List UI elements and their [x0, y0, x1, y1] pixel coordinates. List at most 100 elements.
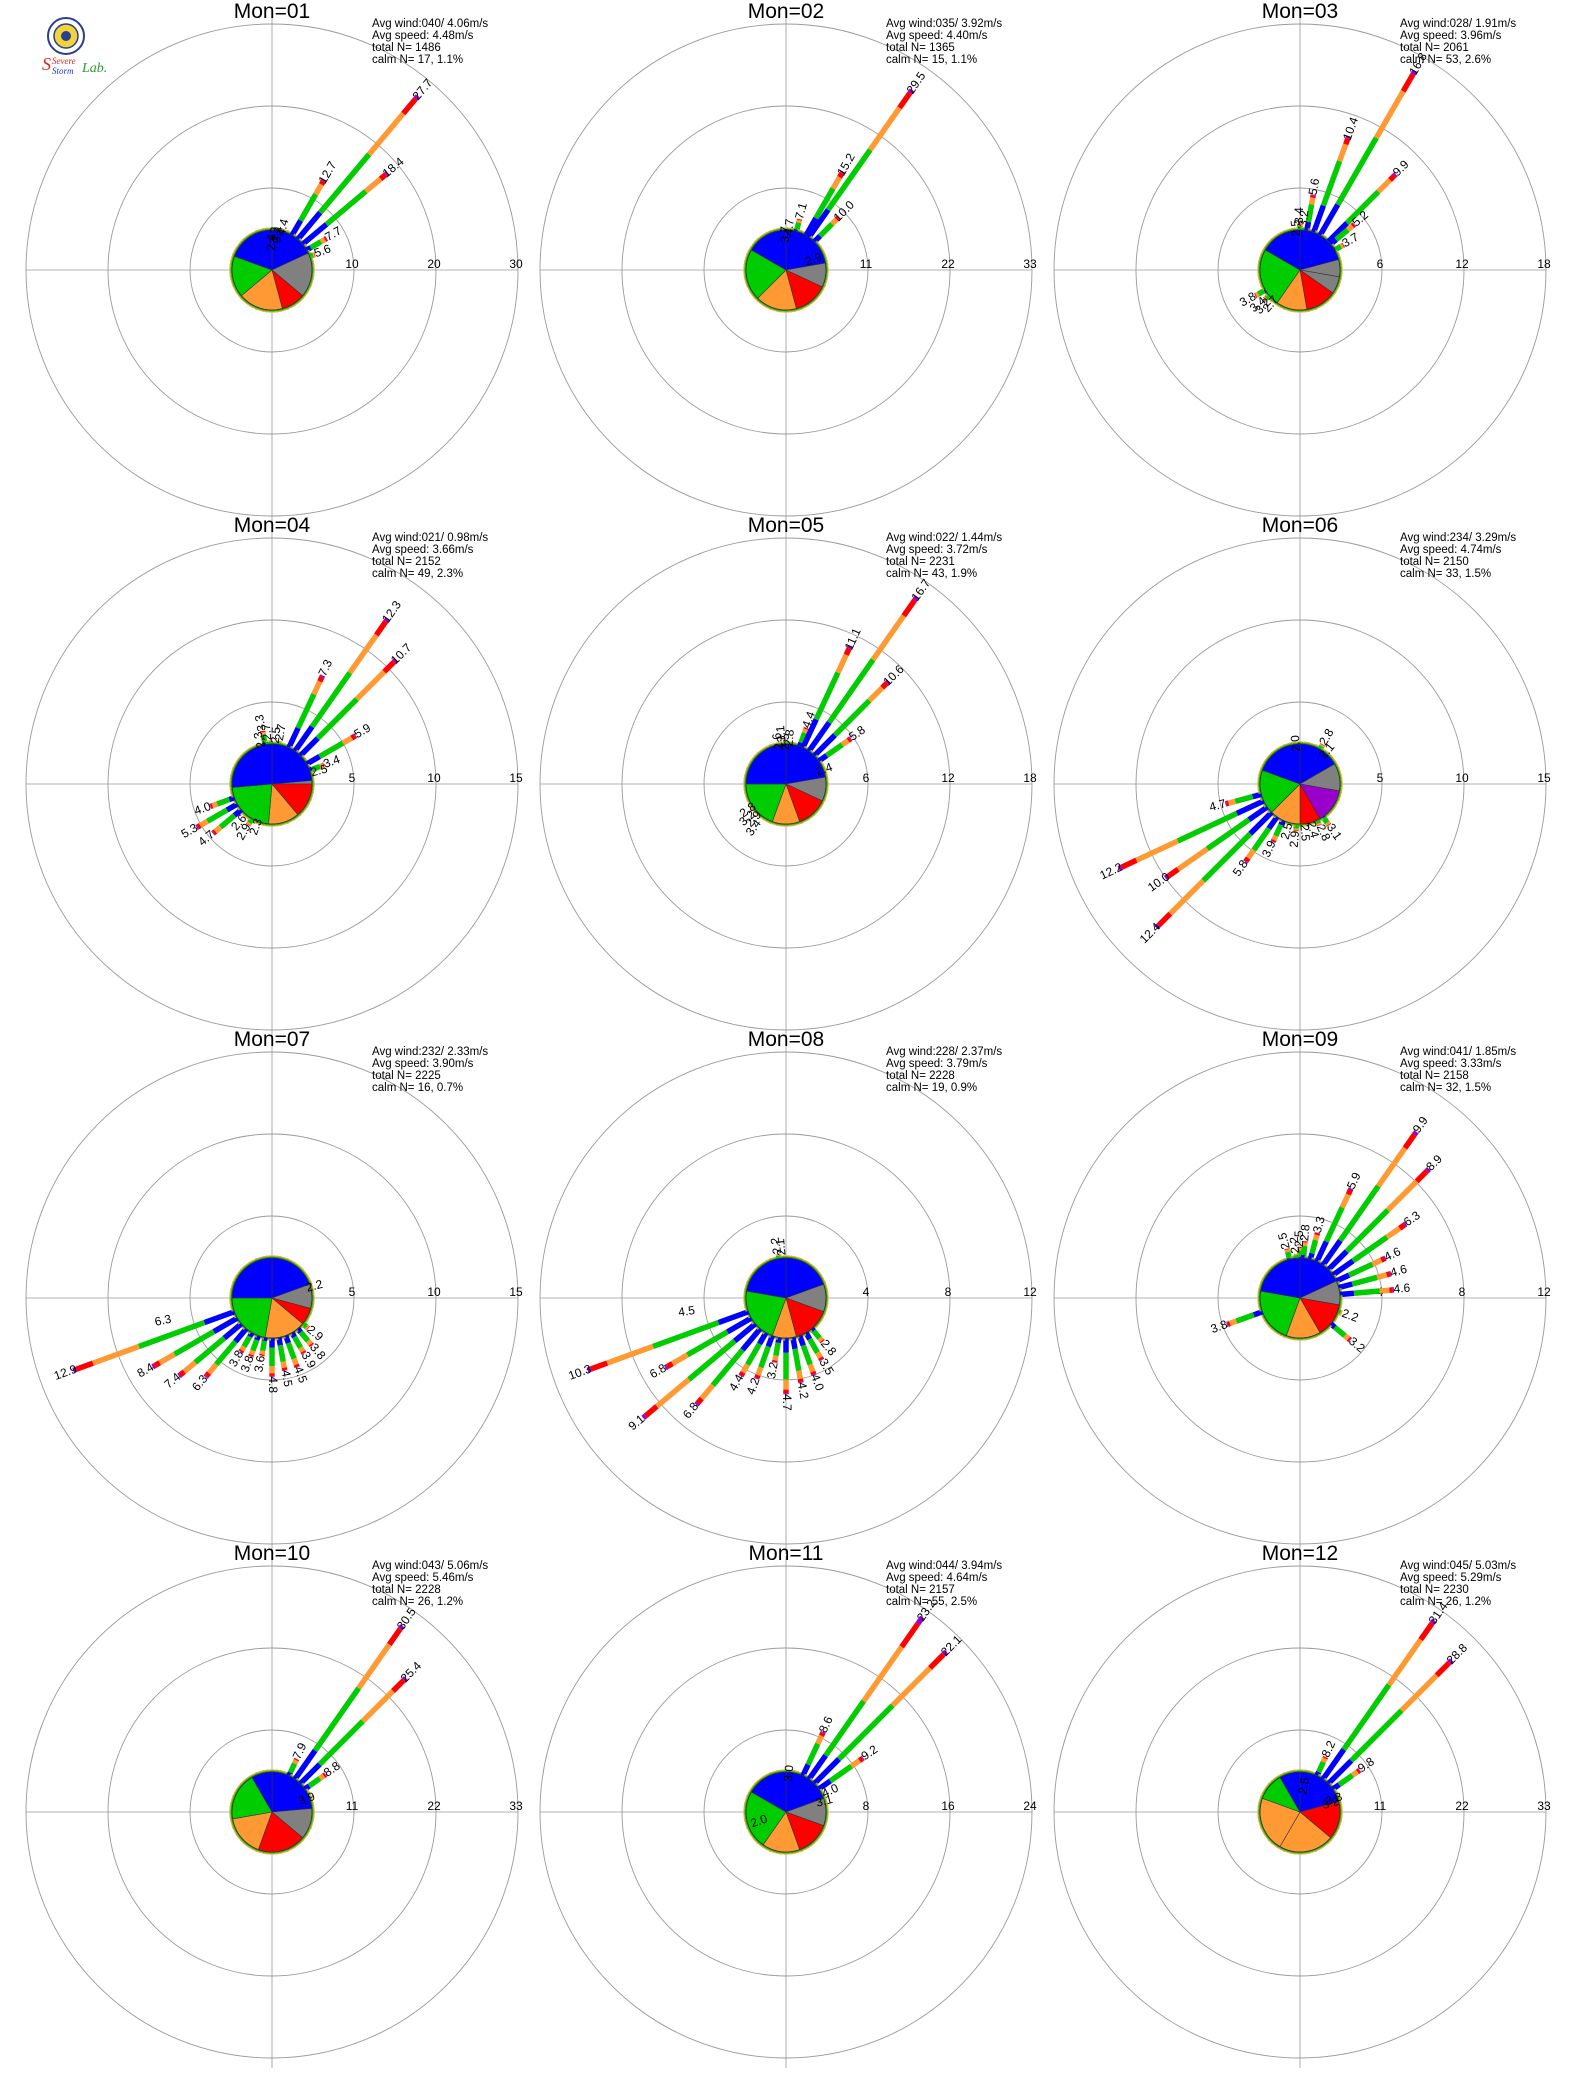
range-ring: [189, 701, 355, 867]
ring-label: 11: [1374, 1799, 1387, 1813]
rose-bar-seg-2: [1376, 177, 1393, 194]
rose-bar-seg-11: [1334, 1788, 1339, 1794]
rose-bar-seg-10: [813, 1839, 819, 1845]
rose-bar-seg-4: [848, 736, 853, 742]
rose-bar-seg-11: [1324, 1842, 1330, 1847]
rose-bar-seg-7: [807, 1337, 820, 1354]
rose-bar-seg-7: [810, 1370, 817, 1376]
rose-bar-seg-7: [796, 1370, 804, 1380]
bar-value-label: 2.8: [781, 729, 796, 747]
rose-bar-seg-6: [304, 1319, 309, 1325]
rose-bar-seg-5: [1319, 743, 1325, 748]
rose-bar-seg-0: [242, 300, 248, 305]
rose-bar-seg-6: [248, 1349, 256, 1356]
bar-value-label: 4.7: [780, 1394, 794, 1411]
rose-bar-seg-5: [1176, 846, 1209, 872]
rose-bar-seg-6: [251, 1334, 257, 1338]
rose-bar-seg-1: [820, 246, 825, 252]
rose-bar-seg-8: [1318, 1238, 1343, 1270]
rose-bar-seg-11: [1322, 1755, 1329, 1760]
rose-bar-seg-1: [867, 106, 902, 152]
rose-bar-seg-5: [1315, 744, 1321, 748]
rose-bar-seg-2: [1270, 235, 1276, 240]
rose-bar-seg-8: [1412, 1130, 1419, 1137]
bar-value-label: 4.5: [677, 1303, 696, 1319]
rose-bar-seg-9: [356, 1642, 392, 1690]
bar-value-label: 2.4: [1304, 820, 1322, 840]
severe-storm-lab-logo: S Severe Storm Lab.: [42, 17, 107, 76]
range-ring: [189, 1729, 355, 1895]
ring-label: 18: [1537, 257, 1551, 271]
rose-bar-seg-2: [1263, 243, 1268, 249]
bar-value-label: 2.5: [1288, 219, 1303, 237]
rose-bar-seg-8: [1379, 1287, 1390, 1294]
rose-bar-seg-4: [798, 731, 808, 744]
rose-bar-seg-0: [384, 170, 390, 177]
range-ring: [107, 105, 437, 435]
range-ring: [539, 1051, 1033, 1545]
rose-bar-seg-10: [820, 1730, 826, 1735]
rose-bar-seg-4: [759, 816, 765, 821]
rose-bar-seg-0: [306, 288, 311, 294]
rose-bar-seg-2: [1273, 302, 1279, 307]
rose-bar-seg-4: [835, 653, 849, 674]
rose-bar-seg-3: [251, 820, 257, 824]
wind-rose-Mon=03: 6 12 1816.810.49.95.65.23.73.43.22.53.83.4…: [1053, 0, 1551, 526]
chart-title: Mon=05: [748, 514, 824, 537]
rose-bar-seg-2: [1334, 227, 1350, 242]
rose-bar-seg-11: [1263, 1785, 1268, 1791]
bar-value-label: 10.3: [566, 1362, 593, 1383]
pie-outline: [745, 1257, 827, 1339]
rose-bar-seg-6: [182, 1360, 197, 1374]
rose-bar-seg-7: [765, 1334, 771, 1338]
rose-bar-seg-3: [295, 693, 317, 730]
rose-bar-seg-8: [1260, 1277, 1264, 1283]
rose-bar-seg-1: [747, 288, 752, 294]
rose-bar-seg-6: [242, 1263, 248, 1268]
rose-bar-seg-6: [305, 1339, 313, 1346]
rose-bar-seg-6: [235, 1319, 240, 1325]
rose-bar-seg-10: [815, 1734, 824, 1745]
chart-title: Mon=06: [1262, 514, 1338, 537]
stat-avg-speed: Avg speed: 4.40m/s: [886, 30, 988, 42]
rose-bar-seg-11: [1273, 1844, 1279, 1849]
rose-bar-seg-11: [1327, 1839, 1333, 1845]
rose-bar-seg-9: [307, 1776, 322, 1789]
rose-bar-seg-8: [1339, 1310, 1343, 1316]
rose-bar-seg-1: [751, 294, 756, 300]
range-ring: [25, 537, 519, 1031]
rose-bar-seg-3: [319, 674, 326, 679]
stat-total-n: total N= 2157: [886, 1584, 955, 1596]
rose-bar-seg-5: [1135, 838, 1179, 863]
rose-bar-seg-11: [1276, 1773, 1282, 1778]
rose-bar-seg-5: [1267, 751, 1273, 757]
rose-bar-seg-1: [759, 302, 765, 307]
rose-bar-seg-3: [315, 697, 359, 741]
rose-bar-seg-5: [1276, 818, 1282, 823]
rose-bar-seg-1: [802, 216, 819, 240]
rose-bar-seg-6: [177, 1372, 183, 1379]
rose-bar-seg-4: [753, 751, 759, 757]
rose-bar-seg-8: [1321, 1330, 1327, 1335]
bar-value-label: 3.7: [778, 226, 792, 243]
stat-avg-wind: Avg wind:228/ 2.37m/s: [886, 1046, 1002, 1058]
rose-bar-seg-3: [287, 820, 293, 824]
rose-bar-seg-10: [804, 1753, 828, 1784]
rose-bar-seg-2: [1330, 294, 1335, 300]
rose-bar-seg-9: [296, 1777, 302, 1782]
stat-avg-speed: Avg speed: 3.66m/s: [372, 544, 474, 556]
rose-bar-seg-5: [1265, 754, 1270, 760]
bar-value-label: 5.6: [1306, 177, 1323, 196]
rose-bar-seg-4: [804, 818, 810, 823]
rose-bar-seg-0: [312, 251, 316, 258]
bar-value-label: 3.0: [781, 1764, 796, 1782]
rose-bar-seg-11: [1265, 1836, 1270, 1842]
stat-avg-wind: Avg wind:043/ 5.06m/s: [372, 1560, 488, 1572]
ring-label: 12: [941, 771, 955, 785]
rose-bar-seg-11: [1341, 1683, 1392, 1751]
rose-bar-seg-11: [1399, 1673, 1439, 1713]
rose-bar-seg-6: [298, 1330, 311, 1343]
stat-avg-speed: Avg speed: 4.64m/s: [886, 1572, 988, 1584]
rose-bar-seg-3: [206, 807, 229, 824]
rose-bar-seg-9: [387, 1627, 403, 1647]
